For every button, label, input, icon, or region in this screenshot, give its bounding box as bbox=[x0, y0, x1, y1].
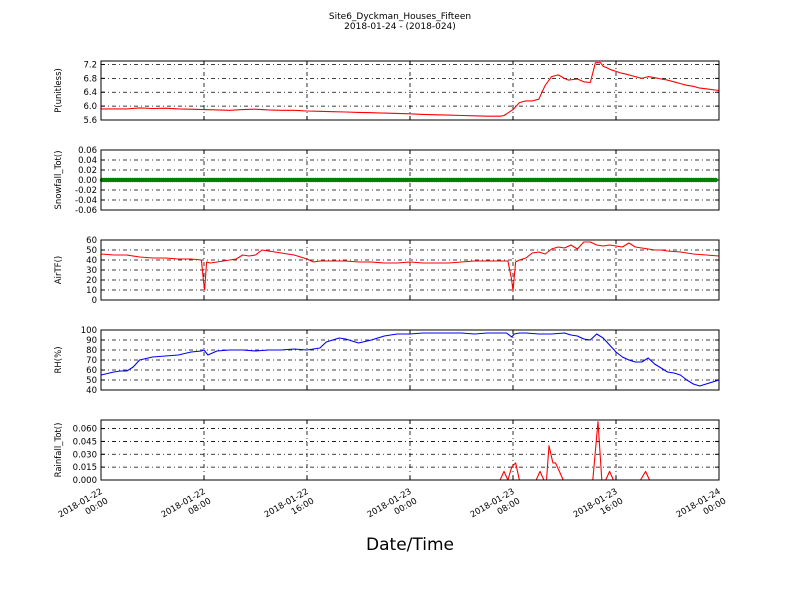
y-axis-label: Rainfall_Tot() bbox=[54, 423, 64, 478]
chart-title: Site6_Dyckman_Houses_Fifteen bbox=[329, 12, 471, 22]
panels: 5.6 6.0 6.4 6.8 7.2 P(unitless) -0.06-0.04-0.0… bbox=[54, 60, 720, 486]
y-axis-label: RH(%) bbox=[54, 346, 64, 373]
y-tick-label: 100 bbox=[81, 326, 97, 336]
series-line bbox=[100, 332, 720, 387]
y-tick-label: 0.015 bbox=[73, 463, 97, 473]
y-tick-label: 6.4 bbox=[83, 88, 97, 98]
data-point bbox=[713, 177, 718, 183]
y-tick-label: -0.02 bbox=[75, 186, 97, 196]
y-tick-label: 0 bbox=[92, 296, 97, 306]
y-tick-label: 0.00 bbox=[78, 176, 97, 186]
y-tick-label: 0.02 bbox=[78, 166, 97, 176]
y-tick-label: 0.000 bbox=[73, 476, 97, 486]
y-tick-label: 80 bbox=[86, 346, 97, 356]
y-axis-label: P(unitless) bbox=[54, 68, 64, 113]
axes-frame bbox=[100, 60, 720, 121]
y-tick-label: 50 bbox=[86, 246, 97, 256]
y-tick-label: 0.04 bbox=[78, 156, 97, 166]
y-tick-label: 40 bbox=[86, 386, 97, 396]
series-line bbox=[101, 62, 720, 117]
y-tick-label: 40 bbox=[86, 256, 97, 266]
y-axis-label: AirTF() bbox=[54, 256, 64, 284]
y-tick-label: 6.0 bbox=[83, 102, 97, 112]
axes-frame bbox=[100, 239, 720, 301]
axes-frame bbox=[100, 419, 720, 481]
y-tick-label: 0.045 bbox=[73, 437, 97, 447]
y-tick-label: -0.06 bbox=[75, 206, 97, 216]
y-tick-label: -0.04 bbox=[75, 196, 97, 206]
y-axis-label: Snowfall_Tot() bbox=[54, 150, 64, 209]
chart-subtitle: 2018-01-24 - (2018-024) bbox=[344, 22, 456, 32]
x-axis-label: Date/Time bbox=[366, 535, 454, 555]
subplot-2: -0.06-0.04-0.020.000.020.040.06 Snowfall_… bbox=[54, 146, 720, 216]
y-tick-label: 0.06 bbox=[78, 146, 97, 156]
subplot-5: 0.000 0.015 0.030 0.045 0.060 Rainfall_Tot() bbox=[54, 419, 720, 486]
y-tick-label: 0.030 bbox=[73, 450, 97, 460]
axes-frame bbox=[100, 149, 720, 211]
y-tick-label: 10 bbox=[86, 286, 97, 296]
y-tick-label: 20 bbox=[86, 276, 97, 286]
subplot-1: 5.6 6.0 6.4 6.8 7.2 P(unitless) bbox=[54, 60, 720, 126]
series-line bbox=[100, 241, 720, 292]
y-tick-label: 70 bbox=[86, 356, 97, 366]
y-tick-label: 5.6 bbox=[83, 116, 97, 126]
y-tick-label: 60 bbox=[86, 366, 97, 376]
y-tick-label: 30 bbox=[86, 266, 97, 276]
y-tick-label: 6.8 bbox=[83, 74, 97, 84]
y-tick-label: 60 bbox=[86, 236, 97, 246]
y-tick-label: 7.2 bbox=[83, 60, 97, 70]
series-markers bbox=[99, 177, 718, 183]
axes-frame bbox=[100, 329, 720, 391]
y-tick-label: 50 bbox=[86, 376, 97, 386]
y-tick-label: 0.060 bbox=[73, 425, 97, 435]
y-tick-label: 90 bbox=[86, 336, 97, 346]
